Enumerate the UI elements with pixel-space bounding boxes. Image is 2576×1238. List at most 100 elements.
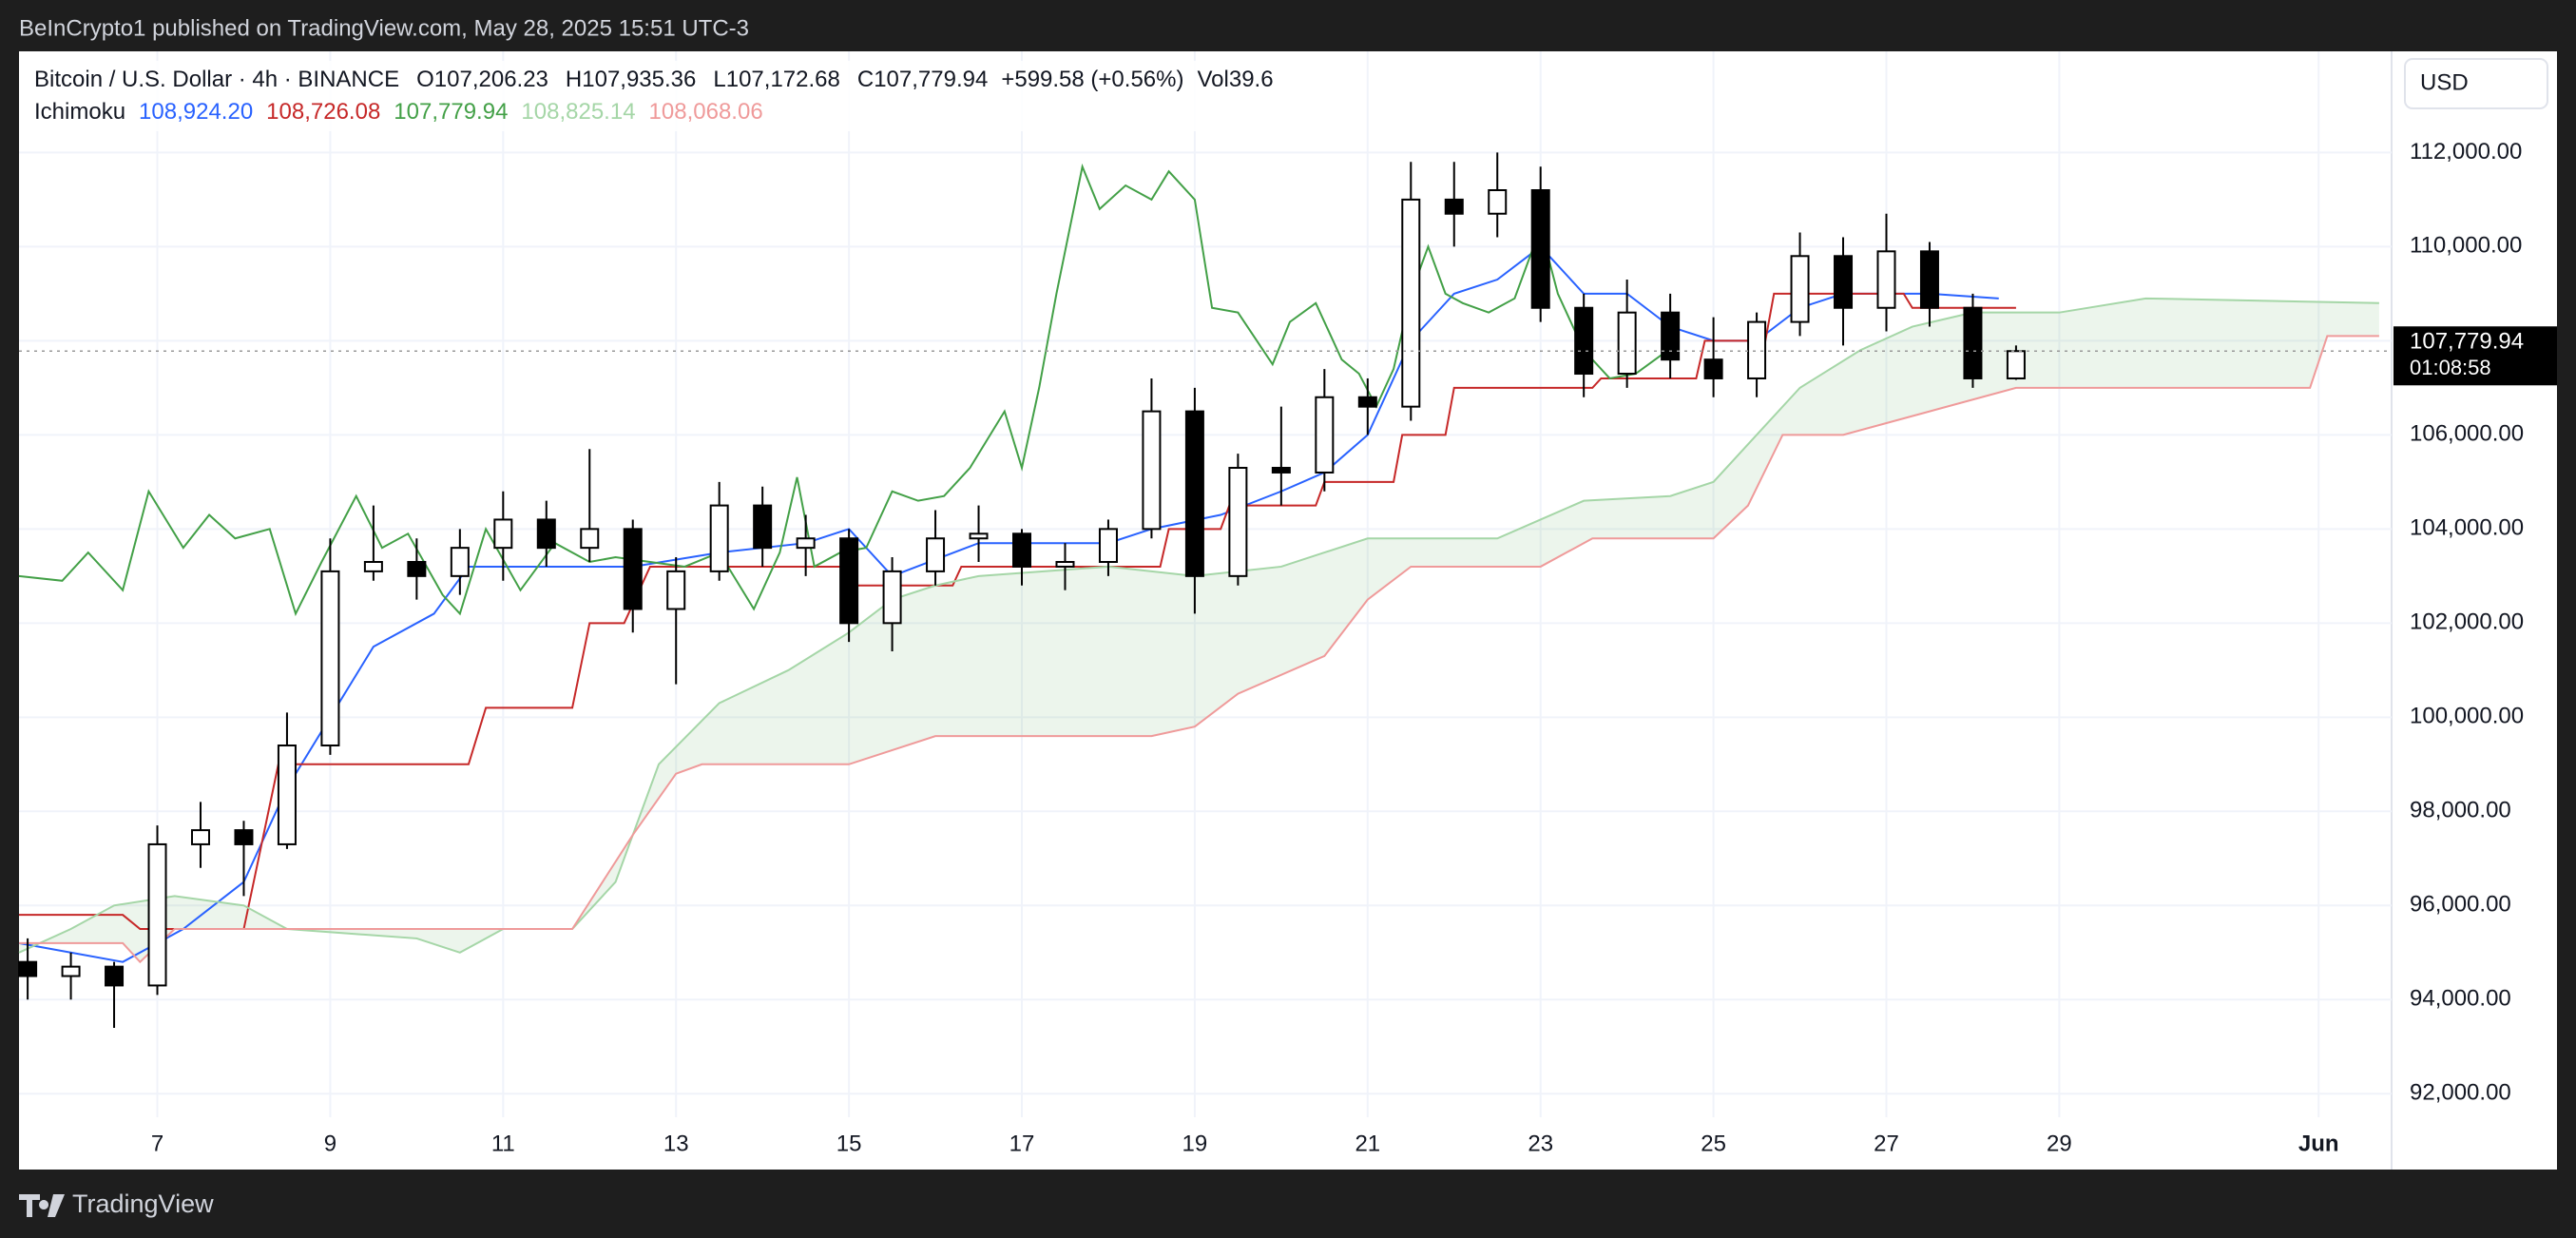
volume-value: 39.6 (1229, 67, 1274, 92)
indicator-value: 108,726.08 (266, 99, 380, 125)
candle-body (1228, 467, 1248, 577)
x-tick-label: 23 (1528, 1131, 1553, 1156)
candle-body (450, 547, 470, 577)
ohlc-key: O (416, 67, 434, 92)
candle-body (666, 570, 686, 610)
legend-row: Bitcoin / U.S. Dollar · 4h · BINANCE O107… (34, 67, 1274, 92)
candle-body (1661, 311, 1681, 361)
ohlc-value: 107,779.94 (874, 67, 988, 92)
y-tick-label: 110,000.00 (2410, 233, 2522, 259)
change-value: +599.58 (+0.56%) (1001, 67, 1183, 92)
candle-body (709, 504, 729, 572)
candle-body (1098, 528, 1118, 563)
x-tick-label: 17 (1009, 1131, 1035, 1156)
footer-logo (19, 1194, 65, 1217)
candle-body (1142, 410, 1162, 531)
footer: TradingView (19, 1190, 214, 1218)
candle-body (882, 570, 902, 625)
y-tick-label: 100,000.00 (2410, 704, 2524, 729)
candle-body (1703, 358, 1723, 379)
x-tick-label: 25 (1701, 1131, 1726, 1156)
y-tick-label: 94,000.00 (2410, 986, 2511, 1012)
ichimoku-line (19, 335, 2379, 964)
candle-body (320, 570, 340, 747)
indicator-value: 108,068.06 (649, 99, 763, 125)
candle-body (1055, 560, 1075, 568)
legend: Bitcoin / U.S. Dollar · 4h · BINANCE O107… (27, 61, 1319, 131)
y-tick-label: 106,000.00 (2410, 421, 2524, 447)
candle-body (2006, 350, 2026, 379)
candle-body (61, 965, 81, 977)
candle-body (926, 537, 946, 572)
x-tick-label: 13 (663, 1131, 689, 1156)
x-tick-label: 15 (836, 1131, 862, 1156)
candle-body (493, 518, 513, 550)
y-tick-label: 92,000.00 (2410, 1080, 2511, 1106)
candle-body (277, 745, 297, 845)
ohlc-value: 107,172.68 (726, 67, 840, 92)
countdown-label: 01:08:58 (2410, 356, 2491, 379)
x-tick-label: 29 (2047, 1131, 2072, 1156)
x-tick-label: Jun (2298, 1131, 2339, 1156)
currency-button[interactable] (2404, 58, 2548, 109)
candle-body (1012, 532, 1032, 568)
legend-bg (27, 61, 1319, 131)
candle-body (1488, 189, 1508, 215)
candle-body (969, 532, 989, 540)
symbol-name: Bitcoin / U.S. Dollar · 4h · BINANCE (34, 67, 399, 92)
ohlc-key: H (566, 67, 582, 92)
axes: 92,000.00 94,000.00 96,000.00 98,000.00 100,… (151, 139, 2557, 1156)
candle-body (839, 537, 859, 625)
candle-body (18, 960, 38, 977)
x-tick-label: 27 (1874, 1131, 1899, 1156)
y-tick-label: 112,000.00 (2410, 139, 2522, 164)
y-tick-label: 98,000.00 (2410, 798, 2511, 823)
indicator-name: Ichimoku (34, 99, 125, 125)
ichimoku-line (18, 297, 2379, 954)
candle-body (623, 528, 643, 610)
x-tick-label: 11 (491, 1131, 515, 1156)
candle-body (796, 537, 816, 550)
last-price-box (2393, 326, 2557, 386)
chart-panel (19, 51, 2557, 1170)
ohlc-key: C (857, 67, 874, 92)
candle-body (1184, 410, 1204, 577)
candle-body (1574, 306, 1594, 376)
y-tick-label: 102,000.00 (2410, 609, 2524, 635)
candle-body (1401, 198, 1421, 408)
candle-body (407, 560, 427, 577)
candle-body (1876, 250, 1896, 309)
publisher-note: BeInCrypto1 published on TradingView.com… (19, 15, 749, 41)
candle-body (234, 829, 254, 845)
candle-body (753, 504, 773, 550)
volume-key: Vol (1197, 67, 1228, 92)
ohlc-value: 107,935.36 (582, 67, 696, 92)
candle-body (1530, 189, 1550, 309)
candle-body (1834, 255, 1854, 309)
x-tick-label: 21 (1355, 1131, 1380, 1156)
plot (18, 152, 2392, 1028)
footer-brand: TradingView (72, 1190, 214, 1218)
candle-body (580, 528, 600, 550)
currency-label[interactable]: USD (2420, 69, 2469, 95)
ohlc-value: 107,206.23 (434, 67, 548, 92)
candle-body (363, 560, 383, 572)
candle-body (105, 965, 125, 987)
candle-body (190, 829, 210, 845)
indicator-value: 108,924.20 (139, 99, 253, 125)
candle-body (1315, 396, 1335, 474)
candle-body (1271, 467, 1291, 474)
indicator-value: 108,825.14 (521, 99, 635, 125)
candle-body (536, 518, 556, 550)
x-tick-label: 19 (1182, 1131, 1208, 1156)
candle-body (1747, 320, 1767, 379)
ohlc-key: L (713, 67, 725, 92)
candle-body (147, 842, 167, 987)
indicator-value: 107,779.94 (394, 99, 508, 125)
candle-body (1919, 250, 1939, 309)
candle-body (1963, 306, 1983, 379)
last-price-label: 107,779.94 (2410, 329, 2524, 355)
x-tick-label: 7 (151, 1131, 163, 1156)
